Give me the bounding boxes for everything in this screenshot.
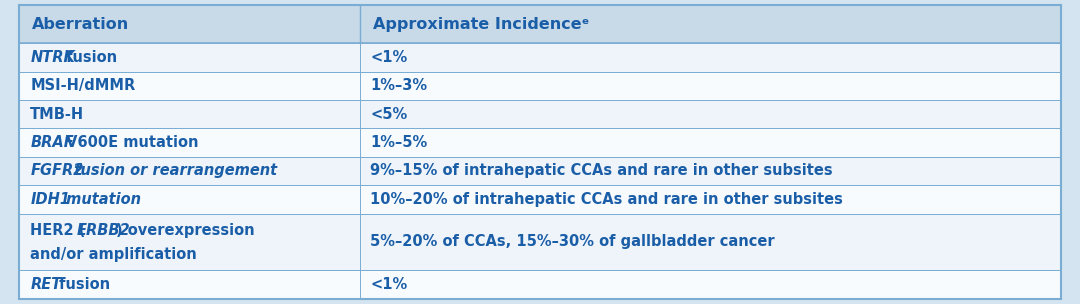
Bar [19, 270, 1061, 299]
Text: 1%–3%: 1%–3% [370, 78, 428, 94]
Bar [19, 185, 1061, 213]
Text: <5%: <5% [370, 107, 407, 122]
Text: RET: RET [30, 277, 62, 292]
Bar [19, 5, 1061, 43]
Bar [19, 100, 1061, 129]
Bar [19, 72, 1061, 100]
Text: <1%: <1% [370, 50, 407, 65]
Text: Approximate Incidenceᵉ: Approximate Incidenceᵉ [373, 17, 589, 32]
Text: ) overexpression: ) overexpression [116, 223, 255, 238]
Text: and/or amplification: and/or amplification [30, 247, 197, 262]
Text: V600E mutation: V600E mutation [62, 135, 199, 150]
Text: Aberration: Aberration [32, 17, 130, 32]
Text: 5%–20% of CCAs, 15%–30% of gallbladder cancer: 5%–20% of CCAs, 15%–30% of gallbladder c… [370, 234, 775, 249]
Text: 9%–15% of intrahepatic CCAs and rare in other subsites: 9%–15% of intrahepatic CCAs and rare in … [370, 164, 833, 178]
Text: 10%–20% of intrahepatic CCAs and rare in other subsites: 10%–20% of intrahepatic CCAs and rare in… [370, 192, 843, 207]
Text: fusion: fusion [54, 277, 110, 292]
Text: BRAF: BRAF [30, 135, 75, 150]
Text: ERBB2: ERBB2 [77, 223, 131, 238]
Text: mutation: mutation [62, 192, 141, 207]
Bar [19, 43, 1061, 72]
Text: IDH1: IDH1 [30, 192, 70, 207]
Text: <1%: <1% [370, 277, 407, 292]
Bar [19, 213, 1061, 270]
Text: MSI-H/dMMR: MSI-H/dMMR [30, 78, 135, 94]
Text: NTRK: NTRK [30, 50, 76, 65]
Text: fusion or rearrangement: fusion or rearrangement [69, 164, 278, 178]
Bar [19, 157, 1061, 185]
Text: 1%–5%: 1%–5% [370, 135, 428, 150]
Text: FGFR2: FGFR2 [30, 164, 83, 178]
Text: HER2 (: HER2 ( [30, 223, 85, 238]
Text: TMB-H: TMB-H [30, 107, 84, 122]
Bar [19, 129, 1061, 157]
Text: fusion: fusion [62, 50, 118, 65]
